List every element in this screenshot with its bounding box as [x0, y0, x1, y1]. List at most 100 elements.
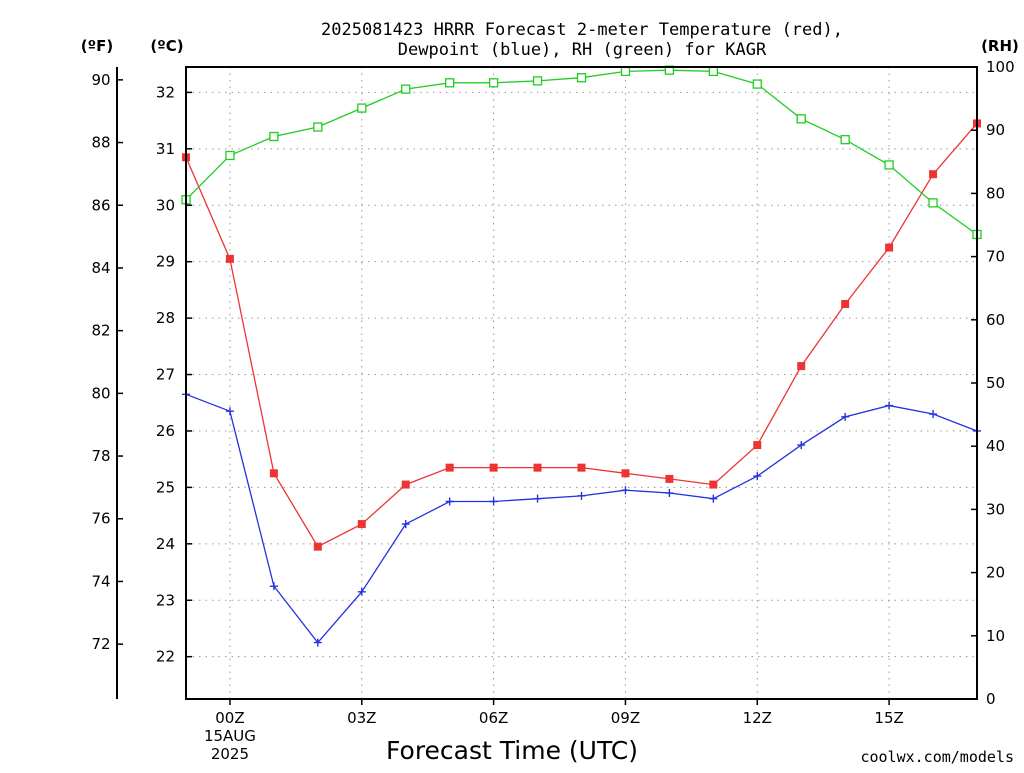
rh-series: [181, 65, 982, 240]
dewpoint-point: [401, 520, 410, 529]
temperature-point: [709, 480, 718, 489]
fahrenheit-tick-label: 84: [91, 259, 110, 277]
rh-tick-label: 50: [986, 374, 1005, 392]
fahrenheit-tick-label: 90: [91, 71, 110, 89]
x-tick-label: 12Z: [743, 709, 772, 727]
temperature-point: [225, 254, 234, 263]
fahrenheit-tick-label: 80: [91, 384, 110, 402]
credit-text: coolwx.com/models: [860, 748, 1014, 766]
rh-line: [185, 69, 978, 236]
rh-point: [884, 160, 894, 170]
temperature-point: [929, 170, 938, 179]
dewpoint-point: [665, 489, 674, 498]
celsius-tick-label: 30: [156, 196, 175, 214]
celsius-tick-label: 26: [156, 422, 175, 440]
rh-point: [796, 114, 806, 124]
temperature-line: [185, 122, 978, 548]
chart-title-line-2: Dewpoint (blue), RH (green) for KAGR: [398, 40, 767, 60]
dewpoint-line: [185, 393, 978, 644]
temperature-point: [841, 300, 850, 308]
x-tick-label: 15Z: [874, 709, 903, 727]
rh-point: [313, 122, 323, 132]
celsius-unit-label: (ºC): [150, 37, 183, 55]
temperature-series: [182, 119, 981, 551]
x-axis-label: Forecast Time (UTC): [386, 736, 638, 765]
series-layer: [181, 65, 982, 647]
temperature-point: [401, 480, 410, 489]
rh-point: [576, 73, 587, 83]
x-tick-label: 03Z: [347, 709, 376, 727]
rh-point: [225, 150, 235, 161]
rh-point: [752, 79, 762, 89]
rh-tick-label: 90: [986, 121, 1005, 139]
rh-tick-label: 10: [986, 627, 1005, 645]
dewpoint-point: [577, 491, 586, 500]
temperature-point: [313, 542, 322, 551]
temperature-point: [489, 463, 498, 472]
axes-layer: [116, 66, 978, 700]
fahrenheit-tick-label: 72: [91, 635, 110, 653]
grid-layer: [186, 67, 977, 699]
temperature-point: [533, 463, 542, 472]
dewpoint-point: [533, 494, 542, 503]
rh-tick-label: 60: [986, 311, 1005, 329]
dewpoint-point: [357, 587, 366, 596]
fahrenheit-tick-label: 76: [91, 510, 110, 528]
dewpoint-point: [225, 407, 234, 416]
temperature-point: [885, 243, 894, 252]
dewpoint-point: [445, 497, 454, 506]
fahrenheit-tick-label: 86: [91, 196, 110, 214]
rh-tick-label: 20: [986, 564, 1005, 582]
celsius-tick-label: 22: [156, 648, 175, 666]
dewpoint-point: [709, 494, 718, 503]
dewpoint-point: [797, 441, 806, 450]
rh-tick-label: 30: [986, 500, 1005, 518]
celsius-tick-label: 28: [156, 309, 175, 327]
rh-unit-label: (RH): [981, 37, 1019, 55]
rh-point: [840, 135, 850, 145]
temperature-point: [445, 463, 454, 472]
rh-point: [488, 78, 499, 88]
dewpoint-point: [313, 638, 322, 647]
fahrenheit-tick-label: 82: [91, 322, 110, 340]
temperature-point: [753, 441, 762, 450]
dewpoint-point: [885, 401, 894, 410]
temperature-point: [665, 474, 674, 483]
celsius-tick-label: 31: [156, 140, 175, 158]
temperature-point: [269, 469, 278, 478]
dewpoint-point: [753, 472, 762, 481]
plot-frame: [185, 66, 978, 700]
rh-tick-label: 100: [986, 58, 1015, 76]
temperature-point: [357, 520, 366, 529]
rh-point: [357, 103, 367, 113]
celsius-tick-label: 25: [156, 478, 175, 496]
celsius-tick-label: 32: [156, 83, 175, 101]
rh-tick-label: 70: [986, 248, 1005, 266]
fahrenheit-tick-label: 78: [91, 447, 110, 465]
x-tick-label: 00Z: [215, 709, 244, 727]
chart-title-line-1: 2025081423 HRRR Forecast 2-meter Tempera…: [321, 20, 843, 40]
rh-tick-label: 80: [986, 184, 1005, 202]
temperature-point: [621, 469, 630, 478]
celsius-tick-label: 27: [156, 366, 175, 384]
x-tick-sublabel: 2025: [211, 745, 249, 763]
dewpoint-point: [841, 412, 850, 421]
dewpoint-point: [489, 497, 498, 506]
dewpoint-point: [929, 410, 938, 419]
x-tick-sublabel: 15AUG: [204, 727, 256, 745]
dewpoint-point: [621, 486, 630, 495]
rh-point: [269, 131, 279, 142]
dewpoint-point: [269, 582, 278, 591]
fahrenheit-tick-label: 88: [91, 134, 110, 152]
celsius-tick-label: 29: [156, 253, 175, 271]
dewpoint-series: [182, 390, 981, 647]
x-tick-label: 06Z: [479, 709, 508, 727]
rh-point: [401, 84, 411, 94]
rh-point: [620, 66, 631, 77]
celsius-tick-label: 23: [156, 591, 175, 609]
fahrenheit-unit-label: (ºF): [81, 37, 113, 55]
temperature-point: [577, 463, 586, 472]
